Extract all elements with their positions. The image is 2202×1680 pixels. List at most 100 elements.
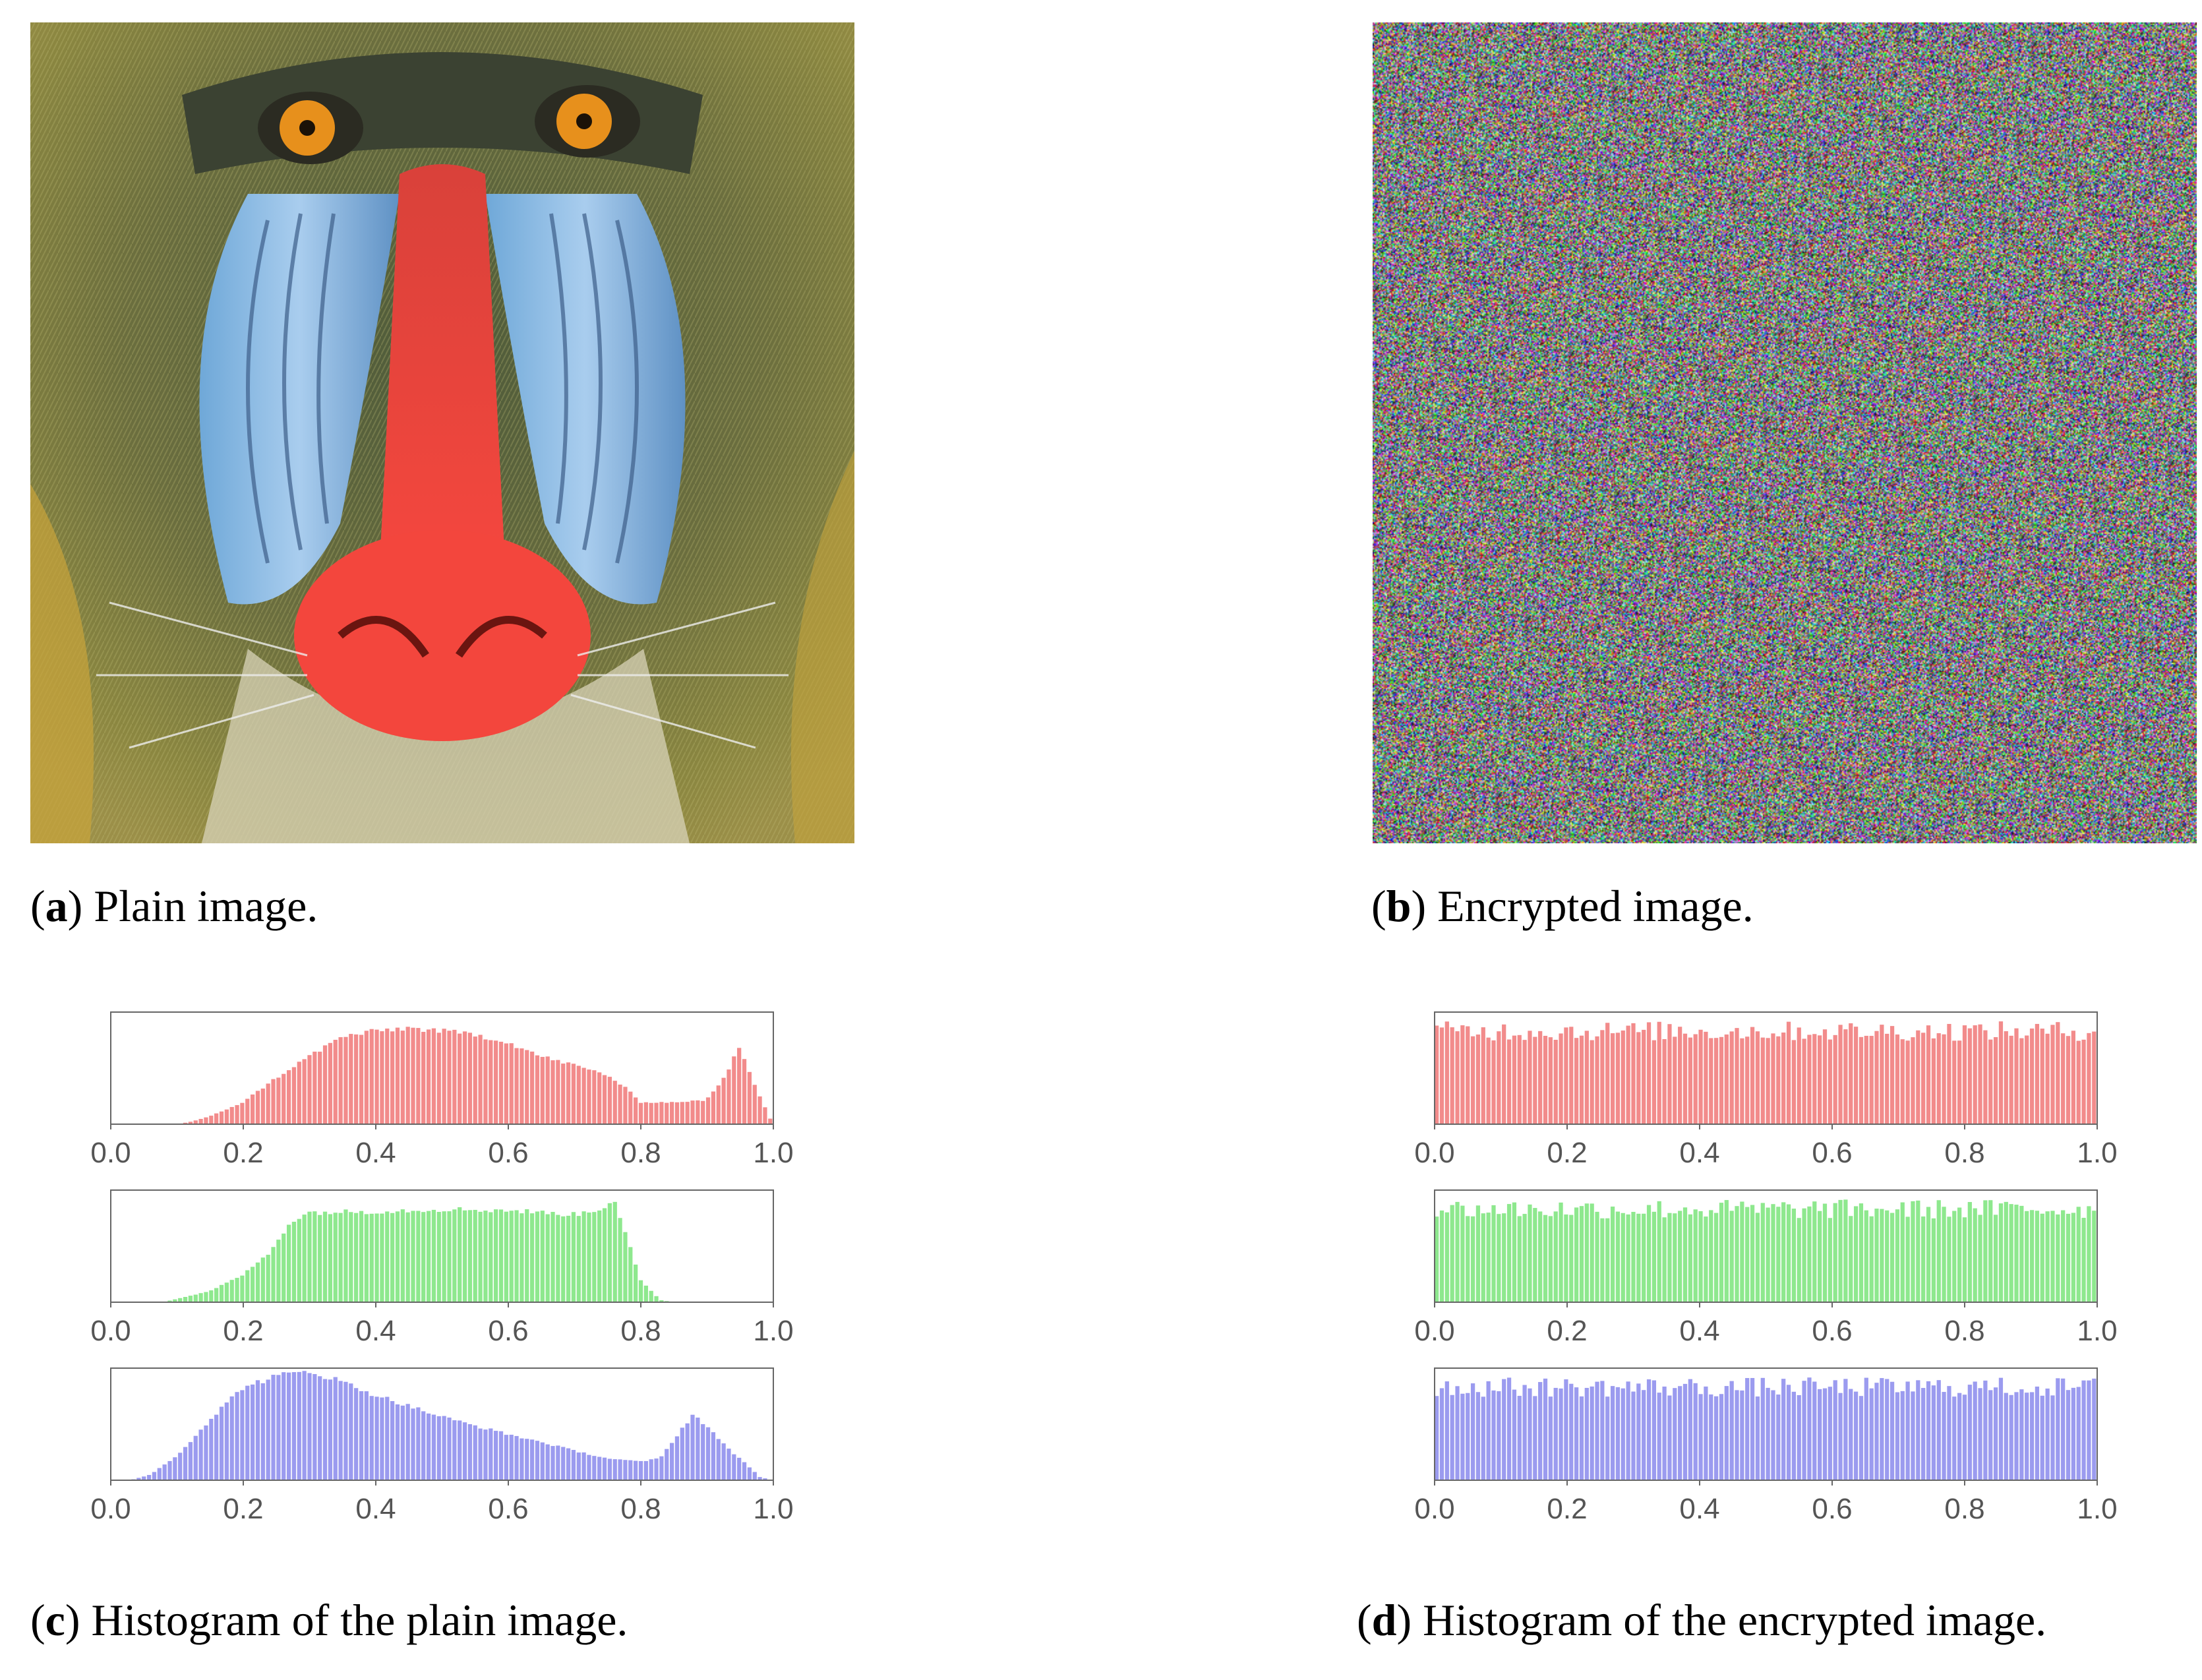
histogram-bar <box>1967 1202 1972 1302</box>
histogram-bar <box>467 1210 473 1302</box>
histogram-bar <box>1657 1201 1661 1302</box>
histogram-bar <box>1807 1206 1812 1302</box>
x-tick-label: 0.0 <box>90 1315 131 1347</box>
x-tick-label: 0.6 <box>488 1315 528 1347</box>
histogram-bar <box>1682 1383 1688 1480</box>
histogram-bar <box>514 1048 519 1124</box>
histogram-bar <box>1548 1216 1553 1302</box>
histogram-bar <box>1983 1200 1988 1302</box>
histogram-bar <box>1947 1386 1951 1480</box>
histogram-bar <box>1564 1027 1568 1124</box>
histogram-bar <box>1615 1211 1621 1302</box>
histogram-bar <box>768 1118 773 1124</box>
histogram-bar <box>1444 1212 1449 1302</box>
histogram-bar <box>1569 1215 1574 1302</box>
histogram-bar <box>369 1396 374 1480</box>
histogram-bar <box>473 1209 477 1302</box>
histogram-bar <box>509 1043 514 1124</box>
histogram-bar <box>2056 1214 2060 1302</box>
histogram-bar <box>737 1048 742 1124</box>
x-tick-label: 0.8 <box>1944 1493 1984 1525</box>
histogram-bar <box>732 1056 736 1124</box>
x-tick-label: 0.4 <box>355 1315 396 1347</box>
x-tick-label: 0.4 <box>1679 1137 1719 1169</box>
histogram-bar <box>1880 1378 1884 1480</box>
histogram-encrypted-green: 0.0 0.2 0.4 0.6 0.8 1.0 <box>1403 1189 2129 1348</box>
histogram-bar <box>1506 1377 1512 1480</box>
histogram-bar <box>1652 1040 1657 1124</box>
histogram-bar <box>2035 1386 2040 1480</box>
x-tick-label: 0.8 <box>1944 1137 1984 1169</box>
histogram-bar <box>255 1091 260 1124</box>
histogram-bar <box>711 1432 716 1480</box>
histogram-bar <box>561 1216 566 1302</box>
histogram-bar <box>612 1081 617 1124</box>
histogram-bar <box>1466 1216 1470 1302</box>
histogram-bar <box>1760 1037 1765 1124</box>
histogram-bar <box>1745 1378 1750 1480</box>
histogram-bar <box>1729 1031 1734 1124</box>
histogram-bar <box>1874 1209 1879 1302</box>
histogram-bar <box>1693 1209 1698 1302</box>
histogram-bar <box>1713 1038 1719 1124</box>
histogram-bar <box>1450 1205 1454 1302</box>
histogram-bar <box>520 1213 524 1302</box>
histogram-bar <box>1993 1215 1998 1302</box>
histogram-bar <box>188 1122 193 1124</box>
histogram-bar <box>638 1102 643 1124</box>
histogram-bar <box>1957 1393 1962 1480</box>
histogram-bar <box>1936 1033 1941 1124</box>
histogram-bar <box>602 1208 607 1302</box>
histogram-bar <box>349 1383 353 1480</box>
histogram-bar <box>618 1084 622 1124</box>
histogram-bar <box>452 1029 457 1124</box>
histogram-bar <box>2076 1207 2081 1302</box>
histogram-bar <box>1605 1023 1610 1124</box>
x-tick-label: 0.6 <box>1812 1493 1852 1525</box>
histogram-bar <box>1822 1203 1828 1302</box>
histogram-bar <box>612 1201 617 1302</box>
histogram-bar <box>489 1212 493 1302</box>
histogram-bar <box>1657 1393 1661 1480</box>
histogram-bar <box>2056 1022 2060 1124</box>
histogram-bar <box>1853 1391 1859 1480</box>
x-tick-label: 0.6 <box>1812 1137 1852 1169</box>
histogram-bar <box>2092 1031 2097 1124</box>
histogram-bar <box>1947 1216 1951 1302</box>
histogram-bar <box>1880 1025 1884 1124</box>
histogram-svg: 0.0 0.2 0.4 0.6 0.8 1.0 <box>90 1189 794 1347</box>
x-tick-label: 0.8 <box>1944 1315 1984 1347</box>
histogram-bar <box>183 1447 188 1480</box>
histogram-bar <box>2014 1392 2019 1480</box>
histogram-bar <box>1667 1024 1672 1124</box>
histogram-bar <box>2019 1205 2024 1302</box>
histogram-bar <box>364 1031 369 1124</box>
histogram-bar <box>1600 1218 1605 1302</box>
histogram-bar <box>1859 1036 1864 1124</box>
histogram-bar <box>1760 1203 1765 1302</box>
histogram-bar <box>1988 1200 1993 1302</box>
histogram-bar <box>1916 1380 1920 1480</box>
histogram-bar <box>188 1442 193 1480</box>
histogram-bar <box>343 1209 348 1302</box>
histogram-bar <box>1760 1377 1765 1480</box>
histogram-bar <box>1460 1205 1465 1302</box>
histogram-bar <box>504 1211 508 1302</box>
histogram-bar <box>167 1460 172 1480</box>
histogram-bar <box>649 1459 653 1480</box>
histogram-bar <box>1517 1035 1522 1124</box>
histogram-bar <box>1682 1033 1688 1124</box>
histogram-bar <box>178 1453 183 1480</box>
histogram-bar <box>312 1051 317 1124</box>
histogram-bar <box>649 1102 653 1124</box>
histogram-bar <box>732 1454 736 1480</box>
histogram-bar <box>721 1077 726 1124</box>
histogram-bar <box>566 1062 571 1124</box>
histogram-bar <box>2050 1025 2055 1124</box>
histogram-bar <box>1786 1204 1791 1302</box>
histogram-bar <box>643 1102 648 1124</box>
histogram-bar <box>1652 1211 1657 1302</box>
histogram-bar <box>380 1397 384 1480</box>
histogram-bar <box>529 1051 535 1124</box>
histogram-bar <box>607 1458 612 1480</box>
